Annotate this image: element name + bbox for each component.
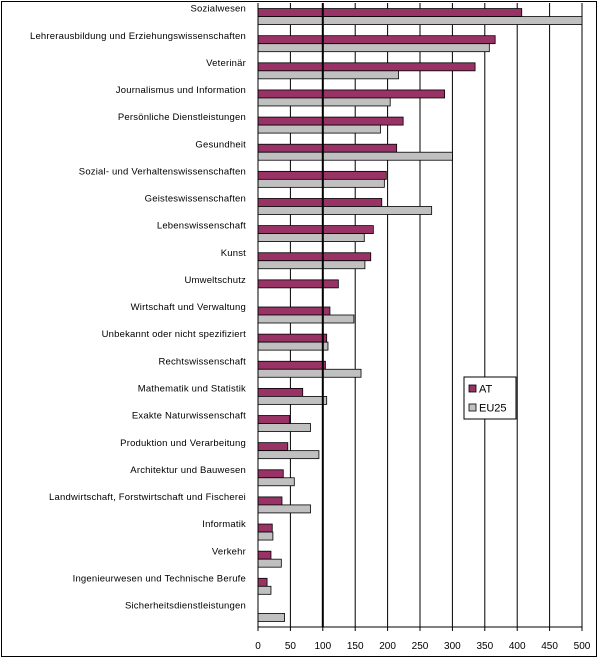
- bar-at-7: [257, 198, 383, 207]
- bar-at-13: [257, 360, 326, 370]
- category-label: Persönliche Dienstleistungen: [118, 112, 246, 123]
- legend-swatch-eu25: [468, 403, 477, 412]
- category-label: Exakte Naturwissenschaft: [132, 411, 246, 422]
- bar-eu25-0: [257, 16, 583, 25]
- category-label: Rechtswissenschaft: [158, 356, 246, 367]
- x-tick-label: 500: [574, 641, 591, 652]
- bar-at-20: [257, 550, 272, 560]
- bar-at-19: [257, 523, 273, 533]
- bar-eu25-1: [257, 43, 490, 53]
- bar-eu25-13: [257, 368, 362, 378]
- bar-eu25-18: [257, 504, 311, 514]
- bar-at-0: [257, 8, 523, 17]
- category-label: Produktion und Verarbeitung: [120, 438, 246, 449]
- bar-eu25-8: [257, 233, 365, 243]
- x-tick-label: 200: [379, 641, 396, 652]
- x-tick-label: 300: [444, 641, 461, 652]
- category-label: Journalismus und Information: [116, 85, 246, 96]
- bar-eu25-4: [257, 124, 381, 134]
- x-tick-label: 400: [509, 641, 526, 652]
- bar-at-16: [257, 442, 289, 452]
- bar-at-4: [257, 116, 404, 126]
- category-label: Unbekannt oder nicht spezifiziert: [102, 329, 247, 340]
- legend-swatch-at: [468, 384, 477, 393]
- x-tick-label: 50: [285, 641, 297, 652]
- bar-eu25-19: [257, 531, 274, 541]
- category-label: Veterinär: [206, 58, 246, 69]
- bar-eu25-7: [257, 206, 433, 215]
- bar-eu25-6: [257, 178, 385, 188]
- category-label: Informatik: [202, 519, 246, 530]
- category-label: Umweltschutz: [184, 275, 246, 286]
- x-tick-label: 250: [412, 641, 429, 652]
- category-label: Geisteswissenschaften: [145, 194, 246, 205]
- bar-at-12: [257, 333, 328, 343]
- bar-at-10: [257, 279, 339, 289]
- bar-eu25-22: [257, 613, 285, 622]
- category-label: Gesundheit: [195, 139, 246, 150]
- category-label: Lehrerausbildung und Erziehungswissensch…: [30, 31, 246, 42]
- category-label: Kunst: [221, 248, 246, 259]
- bar-at-18: [257, 496, 283, 506]
- bar-at-8: [257, 225, 374, 235]
- bar-eu25-16: [257, 450, 320, 460]
- bar-eu25-9: [257, 260, 366, 270]
- category-label: Sicherheitsdienstleistungen: [125, 601, 246, 612]
- bar-at-5: [257, 143, 398, 153]
- bar-eu25-14: [257, 395, 328, 405]
- bar-eu25-2: [257, 70, 400, 80]
- category-label: Ingenieurwesen und Technische Berufe: [73, 573, 246, 584]
- bar-at-17: [257, 469, 284, 479]
- category-label: Architektur und Bauwesen: [130, 465, 246, 476]
- bar-eu25-12: [257, 341, 329, 351]
- bar-eu25-17: [257, 477, 295, 487]
- bar-at-1: [257, 35, 496, 45]
- bar-at-21: [257, 577, 268, 587]
- x-tick-label: 0: [255, 641, 261, 652]
- x-tick-label: 450: [541, 641, 558, 652]
- bar-eu25-20: [257, 558, 282, 568]
- bar-eu25-11: [257, 314, 355, 324]
- category-label: Lebenswissenschaft: [157, 221, 246, 232]
- bar-at-9: [257, 252, 372, 262]
- legend-label-at: AT: [479, 384, 493, 396]
- x-tick-label: 350: [476, 641, 493, 652]
- bar-at-11: [257, 306, 331, 316]
- legend-box: [463, 376, 517, 420]
- category-label: Wirtschaft und Verwaltung: [131, 302, 246, 313]
- x-tick-label: 150: [347, 641, 364, 652]
- bar-eu25-21: [257, 585, 272, 595]
- legend-label-eu25: EU25: [479, 403, 507, 415]
- x-tick-label: 100: [314, 641, 331, 652]
- category-label: Sozial- und Verhaltenswissenschaften: [79, 166, 246, 177]
- bar-at-15: [257, 415, 291, 424]
- category-label: Landwirtschaft, Forstwirtschaft und Fisc…: [49, 492, 246, 503]
- category-label: Sozialwesen: [190, 4, 246, 15]
- category-label: Verkehr: [212, 546, 246, 557]
- bar-eu25-5: [257, 151, 453, 161]
- bar-eu25-15: [257, 423, 311, 432]
- bar-at-14: [257, 387, 304, 397]
- bar-at-2: [257, 62, 476, 72]
- bar-eu25-3: [257, 97, 391, 107]
- category-label: Mathematik und Statistik: [138, 384, 246, 395]
- bar-at-3: [257, 89, 446, 99]
